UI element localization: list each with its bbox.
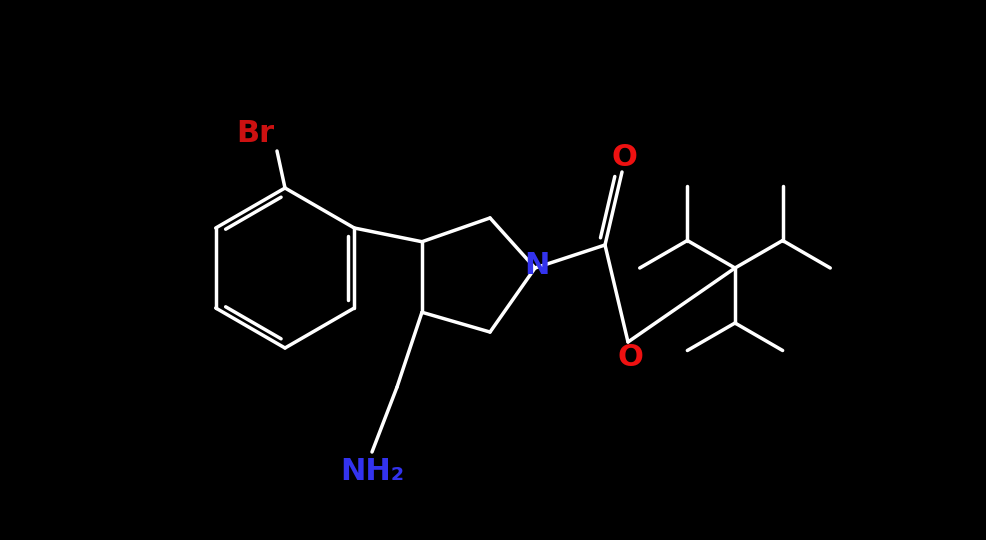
- Text: N: N: [525, 251, 549, 280]
- Text: Br: Br: [236, 118, 274, 147]
- Text: NH₂: NH₂: [340, 457, 404, 487]
- Text: O: O: [611, 143, 637, 172]
- Text: O: O: [617, 342, 643, 372]
